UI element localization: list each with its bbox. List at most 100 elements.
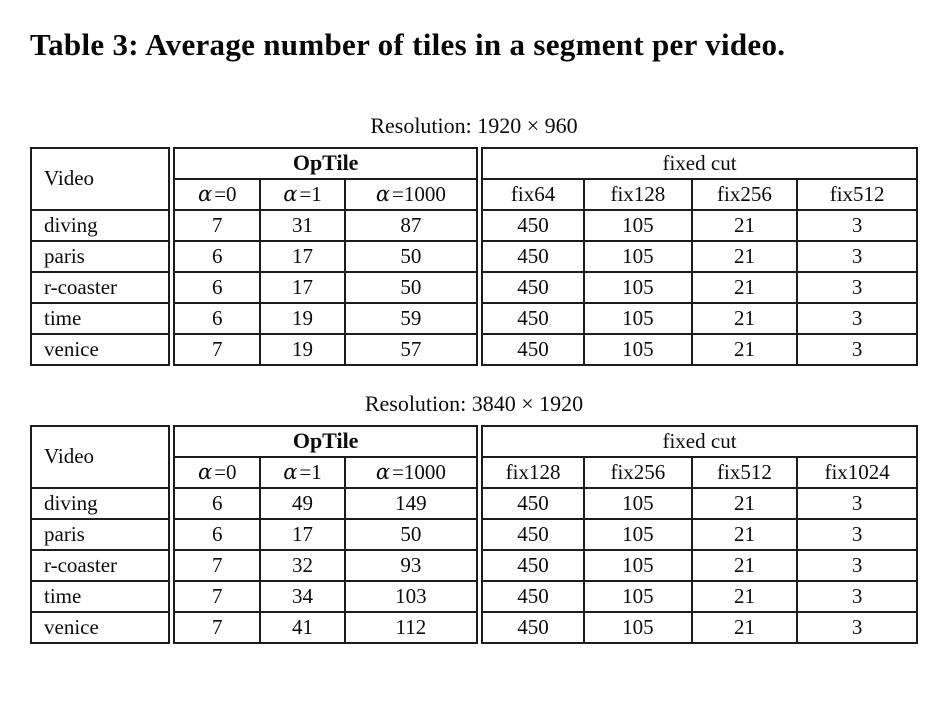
value-cell: 57 bbox=[343, 333, 481, 366]
value-cell: 105 bbox=[583, 549, 693, 582]
value-cell: 50 bbox=[343, 518, 481, 551]
group-header-row: Video OpTile fixed cut bbox=[30, 147, 918, 211]
group-header-row: Video OpTile fixed cut bbox=[30, 425, 918, 489]
value-cell: 6 bbox=[168, 518, 262, 551]
alpha-symbol: α bbox=[198, 459, 213, 484]
value-cell: 105 bbox=[583, 271, 693, 304]
table-row-time: time 6 19 59 450 105 21 3 bbox=[30, 302, 918, 335]
page: Table 3: Average number of tiles in a se… bbox=[0, 27, 947, 644]
video-column-header: Video bbox=[30, 425, 173, 489]
value-cell: 19 bbox=[259, 302, 346, 335]
value-cell: 21 bbox=[690, 271, 799, 304]
value-cell: 105 bbox=[583, 333, 693, 366]
value-cell: 32 bbox=[259, 549, 346, 582]
value-cell: 21 bbox=[690, 580, 799, 613]
video-name-cell: r-coaster bbox=[30, 271, 173, 304]
video-name-cell: time bbox=[30, 580, 173, 613]
value-cell: 31 bbox=[259, 209, 346, 242]
value-cell: 34 bbox=[259, 580, 346, 613]
value-cell: 17 bbox=[259, 240, 346, 273]
table-section-3840x1920: Resolution: 3840 × 1920 Video OpTile fixed… bbox=[30, 391, 918, 644]
value-cell: 21 bbox=[690, 209, 799, 242]
fix-header-fix512: fix512 bbox=[690, 456, 799, 489]
value-cell: 7 bbox=[168, 333, 262, 366]
table-section-1920x960: Resolution: 1920 × 960 Video OpTile fixed … bbox=[30, 113, 918, 366]
value-cell: 6 bbox=[168, 302, 262, 335]
alpha-header: α=0 bbox=[168, 456, 262, 489]
value-cell: 21 bbox=[690, 518, 799, 551]
value-cell: 41 bbox=[259, 611, 346, 644]
video-name-cell: venice bbox=[30, 333, 173, 366]
value-cell: 450 bbox=[476, 271, 586, 304]
table-title: Table 3: Average number of tiles in a se… bbox=[30, 27, 786, 62]
table-row-venice: venice 7 19 57 450 105 21 3 bbox=[30, 333, 918, 366]
value-cell: 6 bbox=[168, 240, 262, 273]
resolution-caption-3840x1920: Resolution: 3840 × 1920 bbox=[364, 391, 584, 416]
value-cell: 7 bbox=[168, 209, 262, 242]
group-header-fixed-cut: fixed cut bbox=[476, 425, 918, 458]
value-cell: 450 bbox=[476, 611, 586, 644]
table-row-diving: diving 6 49 149 450 105 21 3 bbox=[30, 487, 918, 520]
value-cell: 149 bbox=[343, 487, 481, 520]
value-cell: 17 bbox=[259, 271, 346, 304]
video-name-cell: paris bbox=[30, 518, 173, 551]
value-cell: 3 bbox=[796, 333, 918, 366]
fix-header-fix128: fix128 bbox=[583, 178, 693, 211]
value-cell: 450 bbox=[476, 518, 586, 551]
table-row-paris: paris 6 17 50 450 105 21 3 bbox=[30, 518, 918, 551]
value-cell: 3 bbox=[796, 549, 918, 582]
value-cell: 21 bbox=[690, 302, 799, 335]
value-cell: 105 bbox=[583, 209, 693, 242]
value-cell: 450 bbox=[476, 549, 586, 582]
alpha-symbol: α bbox=[283, 181, 298, 206]
alpha-symbol: α bbox=[283, 459, 298, 484]
value-cell: 450 bbox=[476, 240, 586, 273]
value-cell: 21 bbox=[690, 611, 799, 644]
table-row-paris: paris 6 17 50 450 105 21 3 bbox=[30, 240, 918, 273]
table-header: Video OpTile fixed cut α=0 α=1 α=1000 fix64 fix… bbox=[30, 147, 918, 211]
fix-header-fix256: fix256 bbox=[583, 456, 693, 489]
alpha-header: α=1 bbox=[259, 456, 346, 489]
value-cell: 3 bbox=[796, 240, 918, 273]
video-name-cell: paris bbox=[30, 240, 173, 273]
tiles-table-3840x1920: Video OpTile fixed cut α=0 α=1 α=1000 fix128 fi… bbox=[30, 425, 918, 644]
value-cell: 3 bbox=[796, 487, 918, 520]
value-cell: 3 bbox=[796, 209, 918, 242]
resolution-caption-1920x960: Resolution: 1920 × 960 bbox=[370, 113, 578, 138]
value-cell: 450 bbox=[476, 302, 586, 335]
value-cell: 87 bbox=[343, 209, 481, 242]
value-cell: 19 bbox=[259, 333, 346, 366]
alpha-header: α=1000 bbox=[343, 456, 481, 489]
video-name-cell: time bbox=[30, 302, 173, 335]
fix-header-fix64: fix64 bbox=[476, 178, 586, 211]
fix-header-fix256: fix256 bbox=[690, 178, 799, 211]
value-cell: 3 bbox=[796, 271, 918, 304]
fix-header-fix512: fix512 bbox=[796, 178, 918, 211]
value-cell: 7 bbox=[168, 580, 262, 613]
value-cell: 112 bbox=[343, 611, 481, 644]
value-cell: 59 bbox=[343, 302, 481, 335]
video-column-header: Video bbox=[30, 147, 173, 211]
alpha-header: α=1000 bbox=[343, 178, 481, 211]
value-cell: 105 bbox=[583, 487, 693, 520]
fix-header-fix128: fix128 bbox=[476, 456, 586, 489]
value-cell: 7 bbox=[168, 549, 262, 582]
group-header-optile: OpTile bbox=[168, 425, 481, 458]
table-row-diving: diving 7 31 87 450 105 21 3 bbox=[30, 209, 918, 242]
value-cell: 3 bbox=[796, 302, 918, 335]
value-cell: 105 bbox=[583, 302, 693, 335]
value-cell: 105 bbox=[583, 580, 693, 613]
group-header-optile: OpTile bbox=[168, 147, 481, 180]
value-cell: 3 bbox=[796, 580, 918, 613]
table-body: diving 7 31 87 450 105 21 3 paris 6 17 50 450 105 21 3 r… bbox=[30, 209, 918, 366]
alpha-symbol: α bbox=[198, 181, 213, 206]
alpha-value: =1 bbox=[299, 459, 322, 484]
value-cell: 21 bbox=[690, 487, 799, 520]
value-cell: 105 bbox=[583, 240, 693, 273]
alpha-symbol: α bbox=[375, 181, 391, 206]
alpha-value: =1000 bbox=[392, 459, 446, 484]
value-cell: 21 bbox=[690, 549, 799, 582]
alpha-value: =0 bbox=[214, 181, 237, 206]
table-row-r-coaster: r-coaster 6 17 50 450 105 21 3 bbox=[30, 271, 918, 304]
value-cell: 21 bbox=[690, 333, 799, 366]
